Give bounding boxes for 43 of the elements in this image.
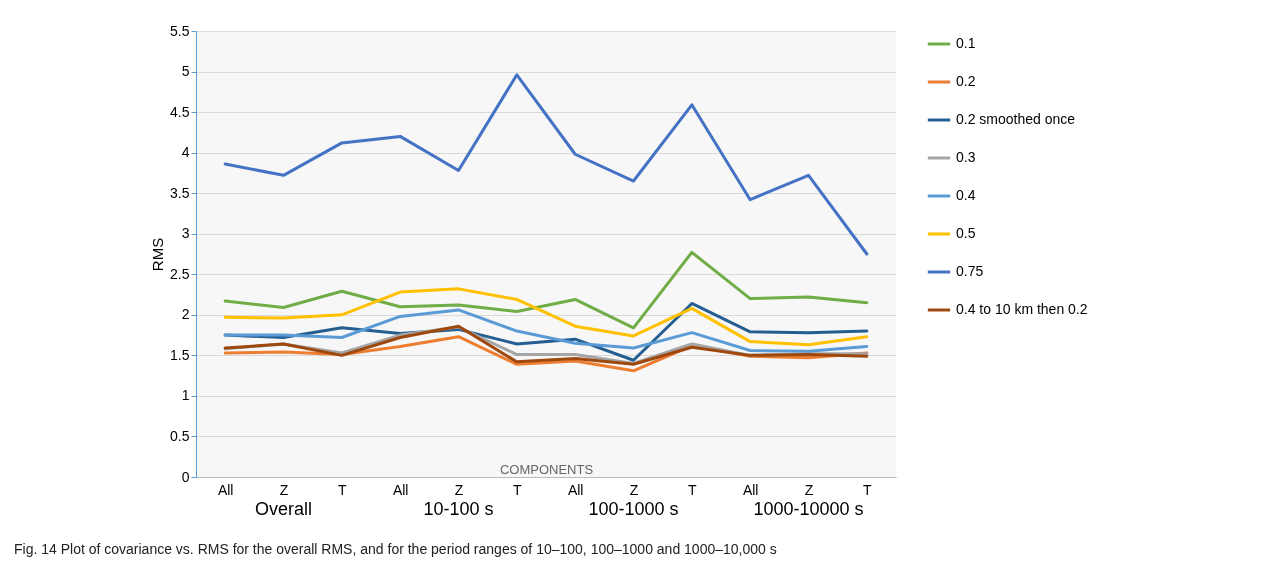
- text: 100-1000 s: [588, 499, 679, 519]
- caption: Fig. 14 Plot of covariance vs. RMS for the overall RMS, and for the period ranges of 10–100, 100–1000 and 1000–10,000 s: [14, 541, 777, 557]
- x-tick-label: T: [863, 481, 873, 498]
- y-tick-label: 1: [181, 387, 190, 404]
- y-tick-label: 0.5: [170, 427, 190, 444]
- y-tick-label: 4: [181, 144, 190, 161]
- legend-label: 0.4 to 10 km then 0.2: [956, 301, 1088, 317]
- x-tick-label: All: [392, 481, 409, 498]
- y-tick-label: 1.5: [170, 346, 190, 363]
- y-tick-label: 0: [181, 468, 190, 485]
- y-tick-label: 2: [181, 306, 190, 323]
- x-tick-label: Z: [279, 481, 289, 498]
- y-tick-label: 3.5: [170, 184, 190, 201]
- x-axis-title: COMPONENTS: [499, 461, 594, 477]
- x-tick-label: All: [217, 481, 234, 498]
- y-tick-label: 2.5: [170, 265, 190, 282]
- x-tick-label: T: [688, 481, 698, 498]
- line-series: [223, 73, 869, 256]
- x-tick-label: T: [513, 481, 523, 498]
- y-tick-label: 3: [181, 225, 190, 242]
- legend-label: 0.5: [956, 225, 976, 241]
- legend-label: 0.2: [956, 73, 976, 89]
- legend-label: 0.75: [956, 263, 984, 279]
- y-tick-label: 4.5: [170, 103, 190, 120]
- legend-label: 0.4: [956, 187, 976, 203]
- x-tick-label: Z: [804, 481, 814, 498]
- legend-label: 0.3: [956, 149, 976, 165]
- x-tick-label: T: [338, 481, 348, 498]
- x-tick-label: All: [742, 481, 759, 498]
- text: Overall: [254, 499, 313, 519]
- line-series: [223, 308, 869, 353]
- legend-label: 0.2 smoothed once: [956, 111, 1076, 127]
- y-axis-title: RMS: [149, 237, 167, 272]
- line-series: [223, 287, 869, 347]
- x-tick-label: Z: [629, 481, 639, 498]
- y-tick-label: 5: [181, 63, 190, 80]
- x-tick-label: Z: [454, 481, 464, 498]
- text: 10-100 s: [423, 499, 494, 519]
- legend-label: 0.1: [956, 35, 976, 51]
- line-series: [223, 250, 869, 330]
- text: 1000-10000 s: [753, 499, 864, 519]
- x-tick-label: All: [567, 481, 584, 498]
- y-tick-label: 5.5: [170, 22, 190, 39]
